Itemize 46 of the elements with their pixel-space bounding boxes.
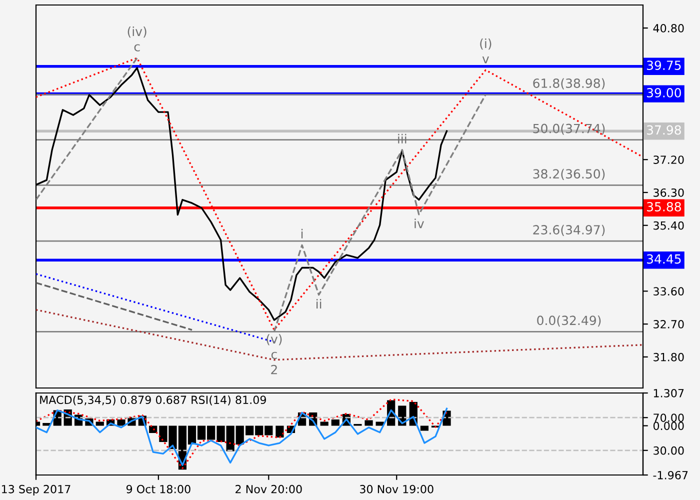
bar (276, 426, 284, 438)
annotation: 2 (271, 364, 277, 374)
y-tick-label: 36.30 (654, 188, 684, 197)
annotation: MACD(5,34,5) 0.879 0.687 RSI(14) 81.09 (40, 395, 266, 406)
y-tick-label: 0.000 (653, 422, 684, 430)
bar (331, 419, 340, 426)
y-tick-label: 31.80 (654, 352, 684, 362)
bar (420, 426, 429, 431)
y-tick-label: 33.60 (654, 287, 684, 296)
annotation: c (271, 352, 277, 360)
y-tick-label: 1.307 (654, 388, 684, 398)
bar (364, 420, 373, 426)
y-tick-label: -1.967 (653, 470, 688, 480)
annotation: 23.6(34.97) (533, 224, 605, 236)
annotation: (iv) (128, 26, 146, 38)
ref-line-label: 39.75 (646, 60, 681, 70)
y2-tick-label: 30.00 (654, 446, 684, 455)
annotation: iv (414, 218, 424, 228)
ref-line-label: 39.00 (646, 88, 681, 98)
bar (96, 422, 104, 426)
ref-line-label: 35.88 (646, 202, 681, 212)
annotation: c (134, 44, 140, 52)
bar (376, 422, 384, 426)
x-tick-label: 9 Oct 18:00 (126, 484, 190, 494)
bar (320, 422, 328, 426)
annotation: v (482, 56, 489, 64)
y-tick-label: 35.40 (654, 221, 684, 230)
annotation: (i) (480, 38, 492, 50)
y-tick-label: 40.80 (653, 24, 684, 32)
annotation: 38.2(36.50) (533, 168, 605, 180)
annotation: 61.8(38.98) (533, 78, 605, 90)
line-series (36, 57, 643, 331)
ref-line-label: 34.45 (646, 254, 681, 264)
annotation: ii (316, 298, 322, 308)
bar (117, 419, 126, 426)
x-tick-label: 2 Nov 20:00 (236, 484, 302, 494)
x-tick-label: 13 Sep 2017 (2, 484, 70, 496)
x-tick-label: 30 Nov 19:00 (360, 484, 434, 494)
y-tick-label: 37.20 (654, 156, 684, 164)
annotation: (v) (266, 334, 282, 346)
ref-line-label: 37.98 (646, 125, 681, 135)
y-tick-label: 32.70 (654, 320, 684, 328)
line-series (36, 408, 448, 466)
annotation: 0.0(32.49) (537, 315, 601, 327)
annotation: i (301, 228, 303, 238)
y2-tick-label: 70.00 (654, 414, 684, 422)
